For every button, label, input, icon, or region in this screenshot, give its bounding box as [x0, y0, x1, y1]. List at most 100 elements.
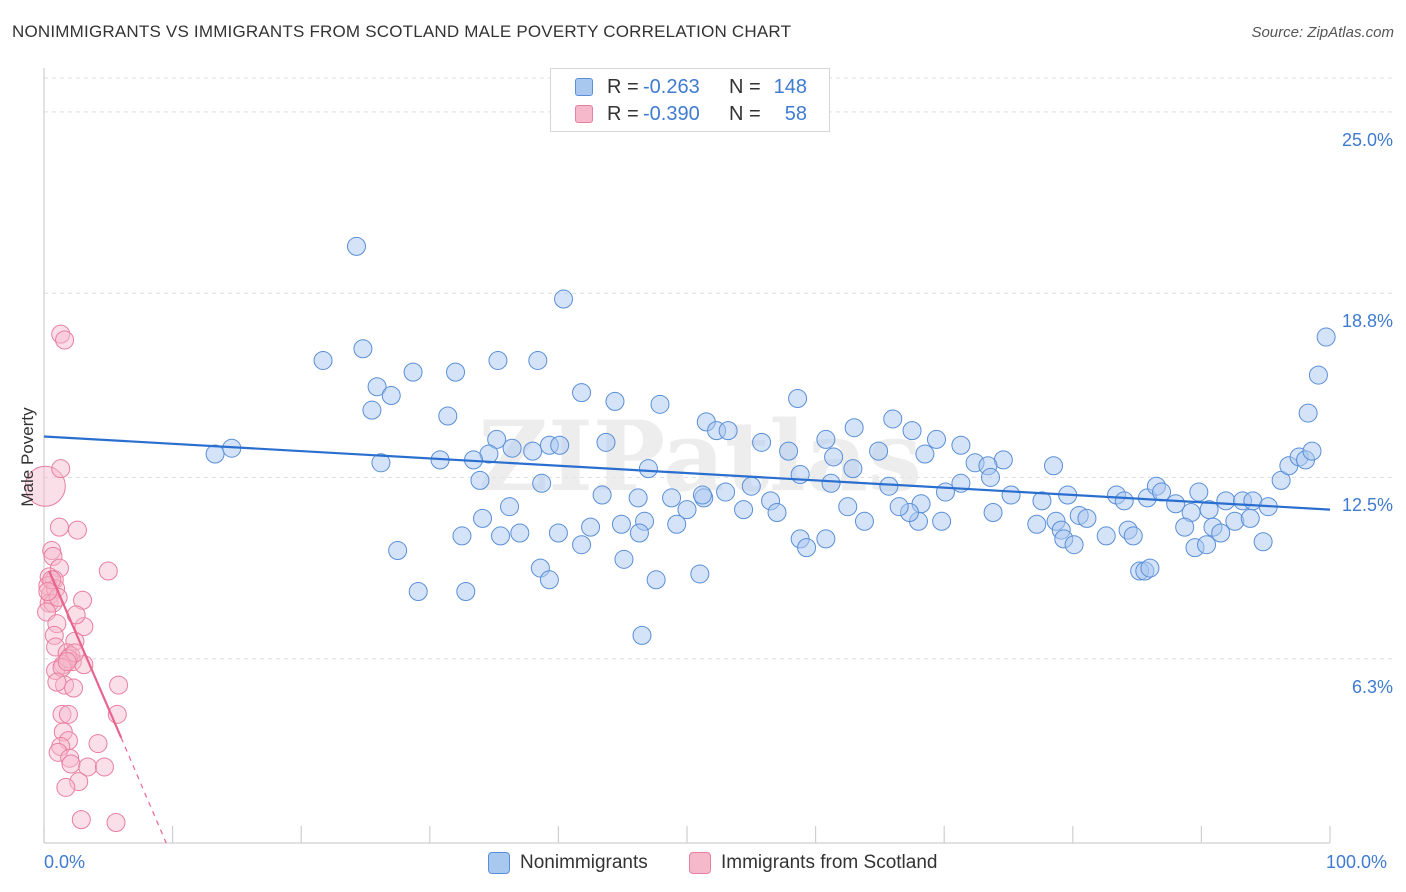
- data-point-nonimmigrants: [1140, 558, 1160, 578]
- data-point-nonimmigrants: [935, 482, 955, 502]
- data-point-nonimmigrants: [951, 435, 971, 455]
- data-point-immigrants-from-scotland: [58, 704, 78, 724]
- data-point-nonimmigrants: [611, 514, 631, 534]
- data-point-nonimmigrants: [353, 339, 373, 359]
- data-point-nonimmigrants: [371, 453, 391, 473]
- data-point-nonimmigrants: [779, 441, 799, 461]
- data-point-nonimmigrants: [1032, 491, 1052, 511]
- trend-lines: [43, 435, 1331, 844]
- data-point-immigrants-from-scotland: [64, 678, 84, 698]
- legend-row-nonimmigrants: R = -0.263 N = 148: [575, 74, 807, 100]
- data-point-immigrants-from-scotland: [78, 757, 98, 777]
- legend-n-label: N =: [729, 102, 761, 125]
- data-point-nonimmigrants: [1096, 526, 1116, 546]
- data-point-nonimmigrants: [980, 467, 1000, 487]
- data-point-nonimmigrants: [500, 497, 520, 517]
- data-point-nonimmigrants: [1225, 511, 1245, 531]
- legend-n-value: 58: [784, 102, 807, 125]
- data-point-nonimmigrants: [614, 549, 634, 569]
- data-point-immigrants-from-scotland: [74, 617, 94, 637]
- data-point-nonimmigrants: [548, 523, 568, 543]
- data-point-immigrants-from-scotland: [53, 722, 73, 742]
- data-point-nonimmigrants: [824, 447, 844, 467]
- data-point-nonimmigrants: [528, 350, 548, 370]
- data-point-nonimmigrants: [1197, 535, 1217, 555]
- data-point-immigrants-from-scotland: [42, 541, 62, 561]
- data-point-immigrants-from-scotland: [88, 734, 108, 754]
- data-point-nonimmigrants: [788, 388, 808, 408]
- chart-title: NONIMMIGRANTS VS IMMIGRANTS FROM SCOTLAN…: [12, 22, 792, 41]
- data-point-nonimmigrants: [205, 444, 225, 464]
- data-point-nonimmigrants: [883, 409, 903, 429]
- data-point-nonimmigrants: [381, 386, 401, 406]
- data-point-immigrants-from-scotland: [47, 614, 67, 634]
- data-point-nonimmigrants: [650, 394, 670, 414]
- x-tick-label-min: 0.0%: [44, 852, 86, 872]
- data-point-nonimmigrants: [1211, 523, 1231, 543]
- data-point-nonimmigrants: [1152, 482, 1172, 502]
- legend-n-label: N =: [729, 75, 761, 98]
- data-point-nonimmigrants: [313, 350, 333, 370]
- data-point-immigrants-from-scotland: [67, 520, 87, 540]
- y-tick-label: 6.3%: [1351, 676, 1393, 697]
- data-point-nonimmigrants: [915, 444, 935, 464]
- data-point-nonimmigrants: [1027, 514, 1047, 534]
- data-point-nonimmigrants: [491, 526, 511, 546]
- data-point-nonimmigrants: [408, 581, 428, 601]
- data-point-nonimmigrants: [869, 441, 889, 461]
- data-point-nonimmigrants: [628, 488, 648, 508]
- data-point-nonimmigrants: [638, 459, 658, 479]
- legend-r-label: R =: [607, 102, 639, 125]
- data-point-nonimmigrants: [438, 406, 458, 426]
- axes: [43, 68, 1331, 844]
- y-axis-label: Male Poverty: [18, 407, 37, 507]
- data-point-nonimmigrants: [667, 514, 687, 534]
- data-point-nonimmigrants: [403, 362, 423, 382]
- x-tick-label-max: 100.0%: [1326, 852, 1388, 872]
- legend-item-nonimmigrants[interactable]: Nonimmigrants: [488, 852, 648, 874]
- data-point-nonimmigrants: [1302, 441, 1322, 461]
- data-point-nonimmigrants: [816, 529, 836, 549]
- data-point-nonimmigrants: [1271, 470, 1291, 490]
- data-point-nonimmigrants: [572, 383, 592, 403]
- legend-swatch-blue: [575, 78, 593, 96]
- data-point-nonimmigrants: [889, 497, 909, 517]
- data-point-immigrants-from-scotland: [49, 517, 69, 537]
- data-point-immigrants-from-scotland: [94, 757, 114, 777]
- data-point-nonimmigrants: [487, 429, 507, 449]
- data-point-nonimmigrants: [1064, 535, 1084, 555]
- y-tick-label: 18.8%: [1341, 311, 1393, 332]
- data-point-immigrants-from-scotland: [42, 570, 62, 590]
- data-point-nonimmigrants: [854, 511, 874, 531]
- data-point-nonimmigrants: [539, 570, 559, 590]
- y-tick-label: 12.5%: [1341, 495, 1393, 516]
- data-point-nonimmigrants: [932, 511, 952, 531]
- data-point-nonimmigrants: [629, 523, 649, 543]
- data-point-nonimmigrants: [470, 470, 490, 490]
- legend-label-immigrants-from-scotland: Immigrants from Scotland: [721, 852, 938, 873]
- data-point-nonimmigrants: [446, 362, 466, 382]
- data-point-nonimmigrants: [367, 377, 387, 397]
- legend-item-immigrants-from-scotland[interactable]: Immigrants from Scotland: [689, 852, 937, 874]
- data-point-immigrants-from-scotland: [47, 672, 67, 692]
- data-point-nonimmigrants: [456, 581, 476, 601]
- series-immigrants-from-scotland: [24, 324, 129, 833]
- data-point-nonimmigrants: [843, 459, 863, 479]
- data-point-nonimmigrants: [596, 432, 616, 452]
- data-point-nonimmigrants: [1308, 365, 1328, 385]
- legend-swatch-pink: [689, 852, 711, 874]
- data-point-nonimmigrants: [741, 476, 761, 496]
- data-point-nonimmigrants: [692, 485, 712, 505]
- data-point-immigrants-from-scotland: [56, 777, 76, 797]
- data-point-nonimmigrants: [879, 476, 899, 496]
- data-point-nonimmigrants: [816, 429, 836, 449]
- data-point-nonimmigrants: [662, 488, 682, 508]
- data-point-immigrants-from-scotland: [69, 772, 89, 792]
- data-point-immigrants-from-scotland: [106, 813, 126, 833]
- data-point-nonimmigrants: [554, 289, 574, 309]
- grid-lines: [44, 77, 1394, 660]
- legend-row-immigrants-from-scotland: R = -0.390 N = 58: [575, 101, 807, 127]
- data-point-nonimmigrants: [605, 391, 625, 411]
- data-point-immigrants-from-scotland: [109, 675, 129, 695]
- legend-r-label: R =: [607, 75, 639, 98]
